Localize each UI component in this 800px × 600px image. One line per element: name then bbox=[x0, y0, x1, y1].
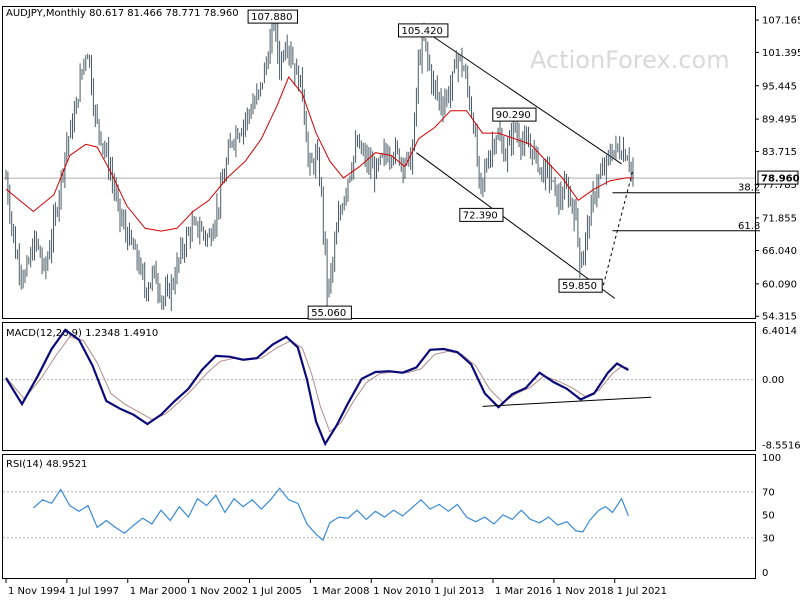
swing-label: 107.880 bbox=[251, 12, 292, 23]
swing-label-box bbox=[307, 305, 352, 320]
moving-average bbox=[5, 76, 633, 232]
moving-average-line bbox=[5, 76, 633, 232]
price-panel bbox=[2, 6, 756, 319]
x-tick-label: 1 Jul 1997 bbox=[69, 586, 119, 597]
axis-labels: 107.165 101.395 95.445 89.495 83.715 77.785 71… bbox=[5, 16, 800, 597]
projection-line bbox=[602, 169, 634, 286]
x-tick-label: 1 Jul 2005 bbox=[252, 586, 302, 597]
rsi-tick-label: 50 bbox=[762, 510, 775, 521]
price-tick-label: 101.395 bbox=[762, 48, 800, 59]
channel-lower-line bbox=[416, 152, 616, 299]
rsi-tick-label: 30 bbox=[762, 533, 775, 544]
watermark: ActionForex.com bbox=[530, 46, 730, 74]
price-tick-label: 66.040 bbox=[762, 246, 797, 257]
x-tick-label: 1 Mar 2008 bbox=[312, 586, 369, 597]
macd-tick-label: -8.5516 bbox=[762, 441, 800, 452]
macd-tick-label: 0.00 bbox=[762, 375, 784, 386]
swing-label: 59.850 bbox=[562, 281, 597, 292]
swing-label-box bbox=[247, 9, 299, 24]
swing-label-box bbox=[492, 107, 537, 122]
price-bars bbox=[5, 12, 634, 311]
x-tick-label: 1 Mar 2000 bbox=[130, 586, 187, 597]
chart-labels: 107.880 55.060 105.420 72.390 90.290 59.850 38… bbox=[247, 9, 760, 320]
rsi-tick-label: 70 bbox=[762, 487, 775, 498]
chart-header: AUDJPY,Monthly 80.617 81.466 78.771 78.9… bbox=[6, 8, 239, 19]
price-tick-label: 71.855 bbox=[762, 213, 797, 224]
fib-level-label: 38.2 bbox=[738, 183, 760, 194]
rsi-tick-label: 0 bbox=[762, 568, 768, 579]
macd-line bbox=[5, 328, 629, 447]
swing-label: 72.390 bbox=[463, 210, 498, 221]
x-tick-label: 1 Nov 2018 bbox=[556, 586, 614, 597]
price-tick-label: 60.090 bbox=[762, 279, 797, 290]
fib-level-label: 61.8 bbox=[738, 221, 760, 232]
price-tick-label: 83.715 bbox=[762, 147, 797, 158]
x-tick-label: 1 Nov 1994 bbox=[8, 586, 66, 597]
swing-label: 105.420 bbox=[402, 26, 443, 37]
price-tick-label: 54.315 bbox=[762, 312, 797, 323]
x-tick-label: 1 Nov 2002 bbox=[191, 586, 249, 597]
price-tick-label: 89.495 bbox=[762, 115, 797, 126]
macd-label: MACD(12,26,9) 1.2348 1.4910 bbox=[6, 328, 158, 339]
swing-label: 90.290 bbox=[496, 110, 531, 121]
swing-label-box bbox=[459, 207, 504, 222]
rsi-panel bbox=[2, 454, 756, 579]
macd-tick-label: 6.4014 bbox=[762, 326, 797, 337]
x-tick-label: 1 Jul 2021 bbox=[617, 586, 667, 597]
macd-panel bbox=[2, 322, 756, 451]
macd-signal-line bbox=[5, 336, 629, 433]
price-tick-label: 107.165 bbox=[762, 16, 800, 27]
x-tick-label: 1 Nov 2010 bbox=[373, 586, 431, 597]
macd-trendline bbox=[482, 396, 652, 407]
swing-label-box bbox=[398, 23, 449, 38]
last-price-label: 78.960 bbox=[761, 174, 800, 185]
rsi-label: RSI(14) 48.9521 bbox=[6, 459, 87, 470]
price-tick-label: 77.785 bbox=[762, 180, 797, 191]
x-tick-label: 1 Jul 2013 bbox=[434, 586, 484, 597]
price-tick-label: 95.445 bbox=[762, 81, 797, 92]
last-price-box bbox=[757, 170, 799, 185]
rsi-tick-label: 100 bbox=[762, 453, 781, 464]
rsi-line bbox=[33, 487, 629, 542]
swing-label: 55.060 bbox=[311, 308, 346, 319]
x-tick-label: 1 Mar 2016 bbox=[495, 586, 552, 597]
indicator-lines bbox=[5, 328, 652, 542]
swing-label-box bbox=[558, 278, 603, 293]
